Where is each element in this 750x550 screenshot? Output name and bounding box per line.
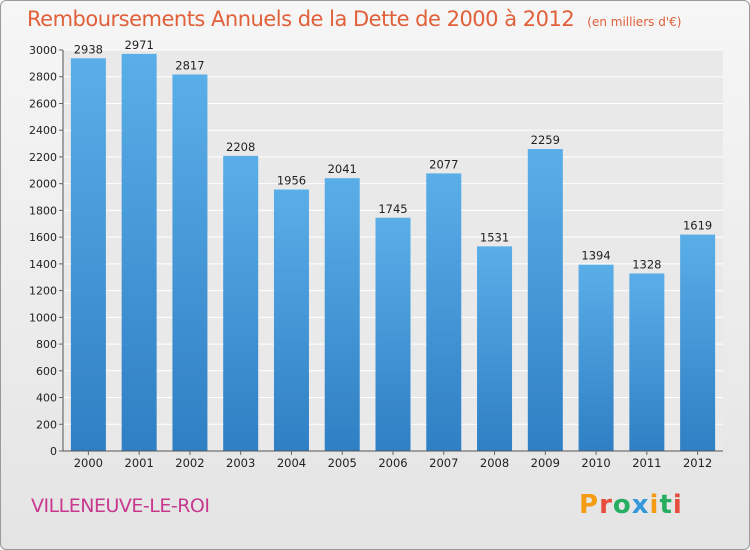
x-tick-label: 2011: [632, 456, 661, 470]
x-tick-label: 2008: [480, 456, 509, 470]
y-tick-label: 2200: [29, 151, 57, 164]
value-label: 1745: [378, 202, 407, 216]
value-label: 2077: [429, 157, 458, 171]
bar-2002: [172, 74, 208, 451]
value-label: 2041: [328, 162, 357, 176]
bar-2001: [121, 53, 157, 451]
x-tick-label: 2001: [125, 456, 154, 470]
logo-letter: r: [599, 490, 613, 520]
logo-letter: i: [649, 490, 660, 520]
y-tick-label: 1600: [29, 231, 57, 244]
y-tick-label: 1400: [29, 258, 57, 271]
x-tick-label: 2000: [74, 456, 103, 470]
y-tick-label: 1800: [29, 204, 57, 217]
value-label: 1328: [632, 257, 661, 271]
y-tick-label: 3000: [29, 44, 57, 57]
bar-2008: [477, 246, 513, 451]
town-name: VILLENEUVE-LE-ROI: [31, 495, 210, 517]
bar-2000: [70, 58, 106, 452]
proxiti-logo: Proxiti: [579, 490, 683, 520]
value-label: 2817: [175, 58, 204, 72]
logo-letter: x: [631, 490, 650, 520]
value-label: 1531: [480, 230, 509, 244]
logo-letter: i: [672, 490, 683, 520]
x-tick-label: 2009: [531, 456, 560, 470]
value-label: 2971: [125, 38, 154, 52]
x-tick-label: 2012: [683, 456, 712, 470]
axes: [59, 49, 723, 455]
y-tick-label: 1200: [29, 285, 57, 298]
y-tick-label: 0: [50, 445, 57, 458]
bars: [70, 53, 716, 452]
logo-letter: t: [659, 490, 673, 520]
x-tick-label: 2005: [328, 456, 357, 470]
y-tick-label: 600: [36, 365, 57, 378]
y-tick-label: 1000: [29, 311, 57, 324]
value-label: 2259: [531, 133, 560, 147]
chart-subtitle: (en milliers d'€): [587, 15, 682, 29]
bar-2004: [273, 189, 309, 451]
bar-2012: [680, 234, 716, 451]
x-tick-label: 2002: [175, 456, 204, 470]
x-tick-label: 2006: [378, 456, 407, 470]
y-tick-label: 800: [36, 338, 57, 351]
value-label: 1394: [581, 249, 610, 263]
labels: 0 200 400 600 800 1000 1200 1400 1600 1800 2000 220…: [29, 38, 712, 470]
x-tick-label: 2003: [226, 456, 255, 470]
y-tick-label: 400: [36, 392, 57, 405]
y-tick-label: 2000: [29, 178, 57, 191]
y-tick-label: 200: [36, 418, 57, 431]
bar-2011: [629, 273, 665, 451]
bar-2009: [527, 149, 563, 451]
bar-2006: [375, 217, 411, 451]
value-label: 2938: [74, 42, 103, 56]
title-row: Remboursements Annuels de la Dette de 20…: [27, 7, 681, 31]
y-tick-label: 2600: [29, 97, 57, 110]
chart-title: Remboursements Annuels de la Dette de 20…: [27, 7, 575, 31]
logo-letter: o: [612, 490, 632, 520]
x-tick-label: 2007: [429, 456, 458, 470]
logo-letter: P: [579, 490, 600, 520]
y-tick-label: 2800: [29, 71, 57, 84]
bar-2003: [223, 155, 259, 451]
value-label: 1956: [277, 174, 306, 188]
x-tick-label: 2010: [581, 456, 610, 470]
bar-2007: [426, 173, 462, 451]
bar-2010: [578, 264, 614, 451]
value-label: 1619: [683, 219, 712, 233]
y-tick-label: 2400: [29, 124, 57, 137]
x-tick-label: 2004: [277, 456, 306, 470]
bar-2005: [324, 178, 360, 451]
value-label: 2208: [226, 140, 255, 154]
